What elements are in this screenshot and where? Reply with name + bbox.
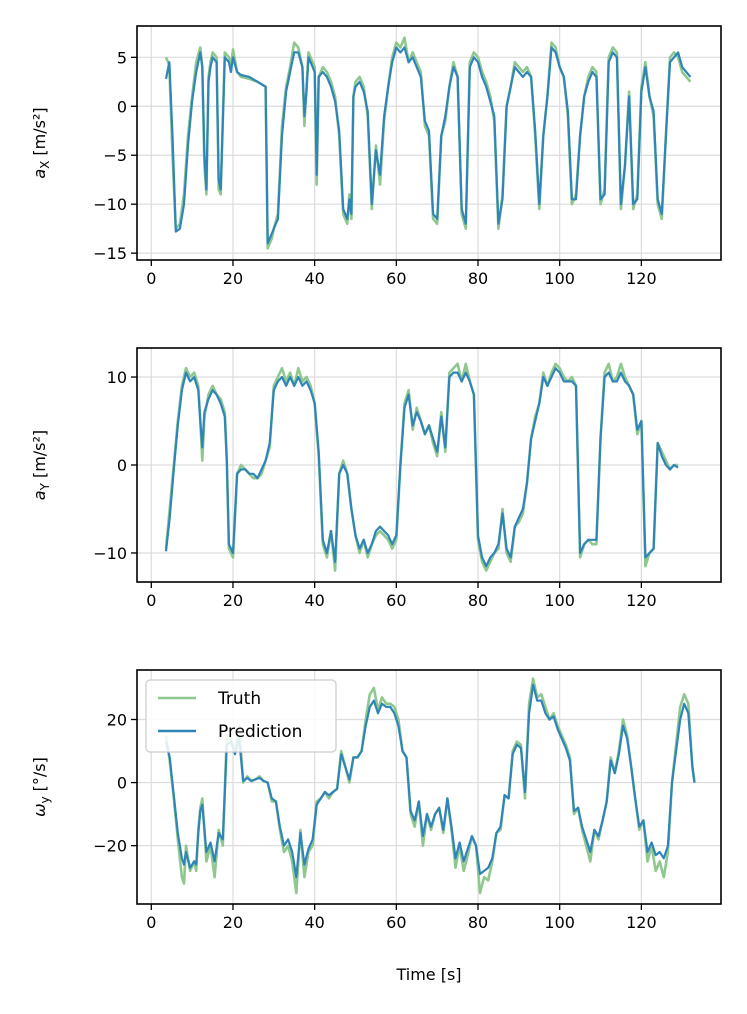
panel-ax-xtick-label: 80	[468, 269, 488, 288]
panel-omega-ytick-label: −20	[93, 837, 127, 856]
panel-ay-ylabel: aY [m/s²]	[30, 430, 52, 500]
panel-ay-xtick-label: 20	[223, 591, 243, 610]
panel-ay-xtick-label: 120	[626, 591, 657, 610]
panel-ax: −15 −10 −5 0 5 0 20 40 60 80 100 120 aX [m/s²]	[30, 25, 722, 288]
panel-ax-xtick-label: 40	[304, 269, 324, 288]
panel-ay-series-truth	[164, 362, 679, 572]
panel-ay-series	[164, 362, 679, 572]
panel-ax-xtick-label: 20	[223, 269, 243, 288]
panel-omega-xtick-label: 0	[146, 913, 156, 932]
panel-omega-ytick-label: 20	[107, 711, 127, 730]
panel-ay-xticks: 0 20 40 60 80 100 120	[146, 582, 657, 610]
panel-ax-ylabel-sub: X	[38, 161, 52, 169]
legend: Truth Prediction	[145, 679, 337, 753]
panel-omega-xtick-label: 60	[386, 913, 406, 932]
panel-ax-xtick-label: 120	[626, 269, 657, 288]
panel-ay-xtick-label: 0	[146, 591, 156, 610]
legend-truth-label: Truth	[217, 689, 261, 709]
panel-ax-series-truth	[164, 36, 692, 250]
panel-ax-xtick-label: 100	[544, 269, 575, 288]
panel-omega-xticks: 0 20 40 60 80 100 120	[146, 904, 657, 932]
panel-ax-ylabel-var: a	[30, 169, 49, 179]
panel-ax-ylabel: aX [m/s²]	[30, 107, 52, 178]
panel-omega-frame	[136, 669, 722, 905]
panel-ay-xtick-label: 40	[304, 591, 324, 610]
panel-omega-ylabel-var: ω	[30, 803, 49, 816]
panel-ay: −10 0 10 0 20 40 60 80 100 120 aY [m/s²]	[30, 347, 722, 610]
panel-omega-ylabel-unit: [°/s]	[30, 757, 49, 791]
panel-ay-series-prediction	[164, 367, 679, 568]
panel-ay-grid	[137, 348, 721, 582]
panel-ax-series	[164, 36, 692, 250]
panel-ay-ylabel-sub: Y	[38, 482, 52, 491]
panel-omega-grid	[137, 670, 721, 904]
panel-ax-ytick-label: 5	[117, 48, 127, 67]
panel-ax-frame	[136, 25, 722, 261]
panel-ax-series-prediction	[164, 46, 692, 245]
panel-ay-yticks: −10 0 10	[93, 368, 137, 563]
panel-omega-xtick-label: 100	[544, 913, 575, 932]
panel-ay-xtick-label: 60	[386, 591, 406, 610]
panel-omega-xtick-label: 20	[223, 913, 243, 932]
panel-ay-xtick-label: 100	[544, 591, 575, 610]
panel-ax-ytick-label: −10	[93, 195, 127, 214]
panel-ax-ytick-label: −5	[103, 146, 127, 165]
panel-ax-yticks: −15 −10 −5 0 5	[93, 48, 137, 263]
panel-omega-xtick-label: 120	[626, 913, 657, 932]
panel-omega-yticks: −20 0 20	[93, 711, 137, 856]
panel-ax-xtick-label: 60	[386, 269, 406, 288]
panel-ax-ylabel-unit: [m/s²]	[30, 107, 49, 155]
panel-omega-series	[164, 677, 696, 895]
panel-omega-ylabel-sub: y	[38, 796, 52, 803]
panel-ay-xtick-label: 80	[468, 591, 488, 610]
panel-omega-ytick-label: 0	[117, 774, 127, 793]
panel-omega-xtick-label: 80	[468, 913, 488, 932]
panel-ay-ylabel-unit: [m/s²]	[30, 430, 49, 478]
panel-omega-xtick-label: 40	[304, 913, 324, 932]
panel-ay-ylabel-var: a	[30, 490, 49, 500]
panel-ax-xtick-label: 0	[146, 269, 156, 288]
panel-omega: −20 0 20 0 20 40 60 80 100 120 ωy [°/s] Truth Pre…	[30, 669, 722, 932]
x-axis-label: Time [s]	[395, 965, 461, 984]
panel-ax-ytick-label: −15	[93, 244, 127, 263]
panel-ay-ytick-label: 10	[107, 368, 127, 387]
panel-omega-ylabel: ωy [°/s]	[30, 757, 52, 817]
panel-ax-xticks: 0 20 40 60 80 100 120	[146, 260, 657, 288]
panel-ay-ytick-label: −10	[93, 544, 127, 563]
panel-omega-series-prediction	[164, 683, 696, 879]
legend-prediction-label: Prediction	[218, 722, 302, 742]
panel-ax-ytick-label: 0	[117, 97, 127, 116]
panel-ay-ytick-label: 0	[117, 456, 127, 475]
